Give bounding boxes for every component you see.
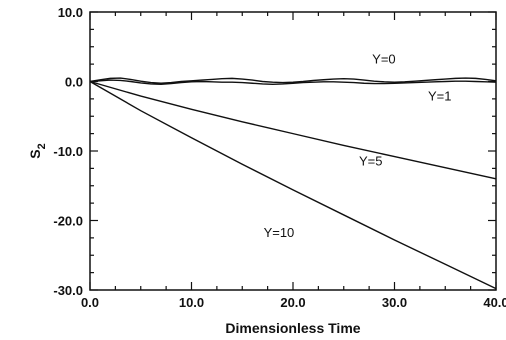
series-label-y5: Y=5 — [359, 154, 383, 169]
x-tick-label: 40.0 — [483, 295, 506, 310]
series-group — [89, 77, 497, 290]
series-line-y10 — [89, 80, 497, 290]
y-tick-label: 0.0 — [65, 75, 83, 90]
y-axis-label-subscript: 2 — [36, 143, 48, 149]
tick-labels: 0.0 10.0 20.0 30.0 40.0 10.0 0.0 -10.0 -20.0 -30.… — [53, 5, 506, 310]
plot-frame — [89, 11, 497, 291]
x-tick-label: 30.0 — [382, 295, 407, 310]
y-axis-label-main: S — [27, 149, 43, 158]
y-axis-label: S2 — [27, 143, 48, 158]
y-tick-label: -20.0 — [53, 214, 83, 229]
series-label-y1: Y=1 — [428, 88, 452, 103]
x-axis-label: Dimensionless Time — [225, 320, 360, 336]
series-line-y5 — [89, 80, 497, 180]
svg-text:S2: S2 — [27, 143, 48, 158]
y-tick-label: 10.0 — [58, 5, 83, 20]
series-labels: Y=0 Y=1 Y=5 Y=10 — [264, 51, 452, 240]
series-label-y10: Y=10 — [264, 225, 295, 240]
x-tick-label: 20.0 — [280, 295, 305, 310]
tick-marks — [89, 11, 497, 291]
series-line-y1 — [89, 79, 497, 85]
y-tick-label: -30.0 — [53, 283, 83, 298]
x-tick-label: 0.0 — [81, 295, 99, 310]
y-tick-label: -10.0 — [53, 144, 83, 159]
x-tick-label: 10.0 — [179, 295, 204, 310]
series-label-y0: Y=0 — [372, 51, 396, 66]
series-line-y0 — [89, 77, 497, 84]
